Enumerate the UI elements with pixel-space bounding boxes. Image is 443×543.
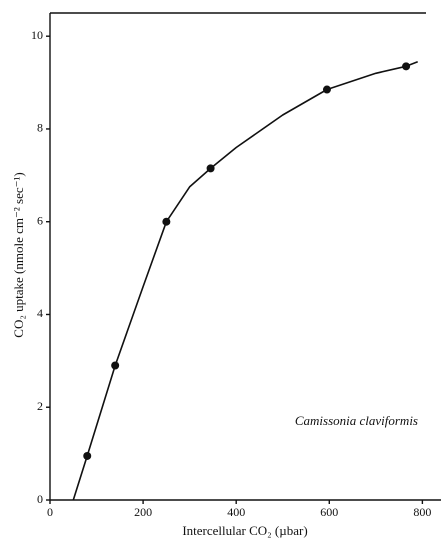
y-tick-label: 4 xyxy=(37,306,43,320)
data-point xyxy=(111,361,120,370)
x-tick-label: 400 xyxy=(227,505,245,519)
y-tick-label: 10 xyxy=(31,28,43,42)
y-tick-label: 6 xyxy=(37,213,43,227)
y-tick-label: 0 xyxy=(37,492,43,506)
data-point xyxy=(206,164,215,173)
fit-curve xyxy=(72,60,418,501)
annotation: Camissonia claviformis xyxy=(295,413,418,428)
data-point xyxy=(83,451,92,460)
x-tick-label: 800 xyxy=(413,505,431,519)
y-tick-label: 8 xyxy=(37,121,43,135)
data-point xyxy=(402,62,411,71)
x-axis-label: Intercellular CO₂ (µbar) xyxy=(182,523,307,538)
y-tick-label: 2 xyxy=(37,399,43,413)
x-tick-label: 600 xyxy=(320,505,338,519)
x-tick-label: 0 xyxy=(47,505,53,519)
x-tick-label: 200 xyxy=(134,505,152,519)
data-point xyxy=(162,217,171,226)
data-point xyxy=(322,85,331,94)
y-axis-label: CO₂ uptake (nmole cm⁻² sec⁻¹) xyxy=(11,172,26,337)
